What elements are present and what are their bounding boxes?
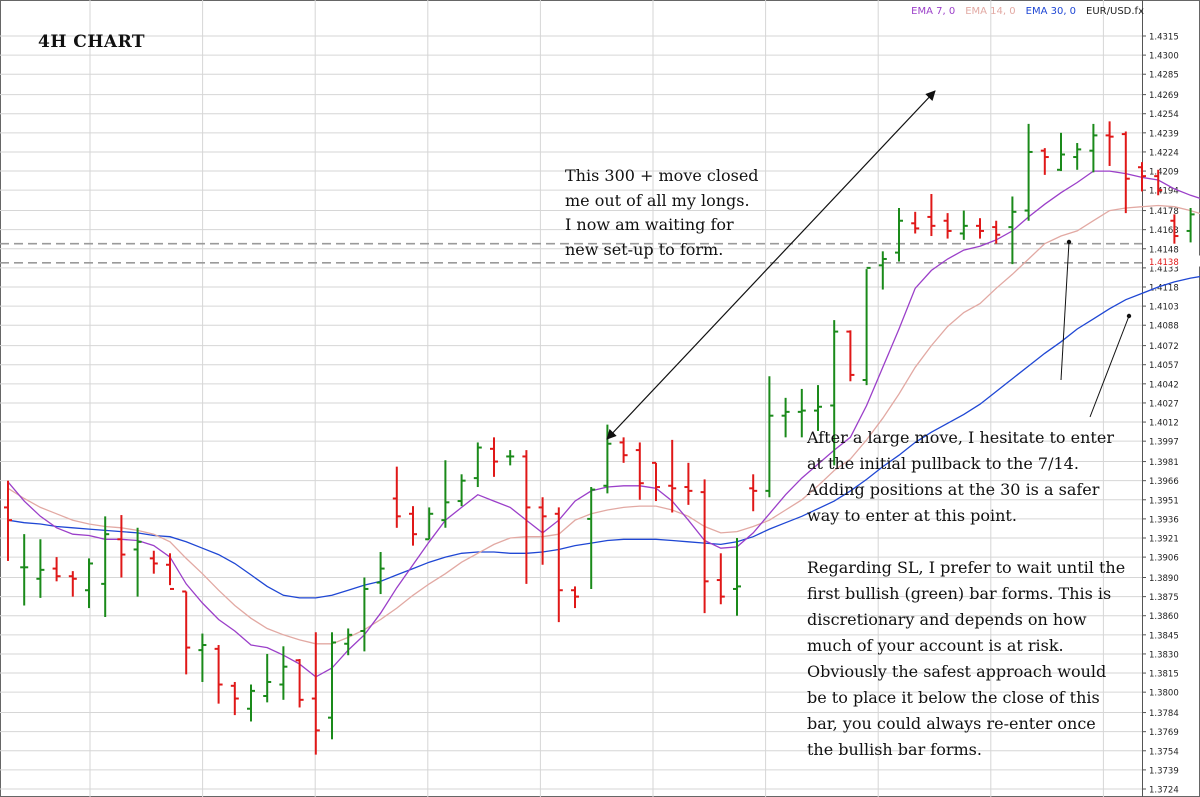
- y-tick-label: 1.3906: [1149, 554, 1179, 564]
- current-price-label: 1.4138: [1149, 258, 1179, 268]
- pointer-dot-bullish-bar: [1126, 313, 1132, 319]
- y-tick-label: 1.4194: [1149, 187, 1179, 197]
- y-tick-label: 1.3769: [1149, 728, 1179, 738]
- y-tick-label: 1.4088: [1149, 322, 1179, 332]
- y-tick-label: 1.3951: [1149, 496, 1179, 506]
- y-tick-label: 1.4269: [1149, 91, 1179, 101]
- y-tick-label: 1.3875: [1149, 593, 1179, 603]
- annotation-move-closed: This 300 + move closed me out of all my …: [565, 166, 759, 259]
- pointer-dot-pullback: [1066, 239, 1072, 245]
- y-tick-label: 1.3966: [1149, 477, 1179, 487]
- current-price-tag-bg: [1144, 255, 1200, 267]
- annotation-stop-loss: Regarding SL, I prefer to wait until the…: [807, 558, 1126, 759]
- y-tick-label: 1.4057: [1149, 361, 1179, 371]
- y-tick-label: 1.4072: [1149, 342, 1179, 352]
- legend-ema14: EMA 14, 0: [965, 6, 1016, 17]
- legend-ema7: EMA 7, 0: [911, 6, 956, 17]
- y-tick-label: 1.3997: [1149, 438, 1179, 448]
- y-tick-label: 1.3921: [1149, 535, 1179, 545]
- legend-symbol: EUR/USD.fx: [1086, 6, 1144, 17]
- pointer-line-bullish-bar: [1089, 315, 1130, 418]
- legend-ema30: EMA 30, 0: [1025, 6, 1077, 17]
- y-tick-label: 1.4133: [1149, 264, 1179, 274]
- y-tick-label: 1.4163: [1149, 226, 1179, 236]
- y-tick-label: 1.4118: [1149, 284, 1179, 294]
- y-tick-label: 1.3860: [1149, 612, 1179, 622]
- y-tick-label: 1.4027: [1149, 399, 1179, 409]
- y-tick-label: 1.3830: [1149, 650, 1179, 660]
- y-tick-label: 1.3784: [1149, 709, 1179, 719]
- y-tick-label: 1.3724: [1149, 786, 1179, 796]
- y-tick-label: 1.3981: [1149, 458, 1179, 468]
- y-tick-label: 1.3845: [1149, 631, 1179, 641]
- y-tick-label: 1.3890: [1149, 574, 1179, 584]
- y-tick-label: 1.3800: [1149, 689, 1179, 699]
- y-tick-label: 1.4148: [1149, 245, 1179, 255]
- y-tick-label: 1.4209: [1149, 168, 1179, 178]
- move-arrow: [606, 90, 936, 440]
- y-tick-label: 1.3754: [1149, 747, 1179, 757]
- y-tick-label: 1.3936: [1149, 515, 1179, 525]
- y-tick-label: 1.4315: [1149, 33, 1179, 43]
- ema14-line: [7, 204, 1200, 645]
- indicator-legend: EMA 7, 0 EMA 14, 0 EMA 30, 0 EUR/USD.fx: [911, 6, 1144, 17]
- y-tick-label: 1.4103: [1149, 303, 1179, 313]
- y-tick-label: 1.3739: [1149, 766, 1179, 776]
- y-tick-label: 1.4042: [1149, 380, 1179, 390]
- ema7-line: [7, 170, 1200, 678]
- y-tick-label: 1.4300: [1149, 52, 1179, 62]
- y-tick-label: 1.3815: [1149, 670, 1179, 680]
- pointer-line-pullback: [1060, 241, 1070, 381]
- y-tick-label: 1.4224: [1149, 148, 1179, 158]
- chart-title: 4H CHART: [38, 32, 146, 52]
- y-tick-label: 1.4285: [1149, 71, 1179, 81]
- y-tick-label: 1.4239: [1149, 129, 1179, 139]
- ema30-line: [7, 275, 1200, 599]
- y-tick-label: 1.4254: [1149, 110, 1179, 120]
- y-tick-label: 1.4012: [1149, 419, 1179, 429]
- annotation-pullback-entry: After a large move, I hesitate to enter …: [807, 428, 1114, 525]
- y-tick-label: 1.4178: [1149, 207, 1179, 217]
